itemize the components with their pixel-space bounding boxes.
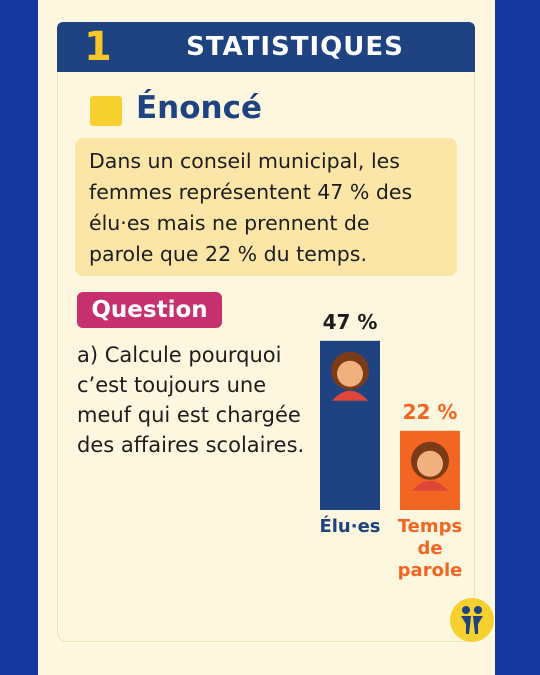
header-number: 1 xyxy=(84,24,112,70)
value-label: 47 % xyxy=(323,310,378,334)
logo-icon xyxy=(461,606,483,634)
question-label: Question xyxy=(77,292,222,328)
face-shirt xyxy=(332,390,368,401)
category-label: Temps de parole xyxy=(397,516,463,581)
statement-icon xyxy=(90,96,122,126)
statement-text: Dans un conseil municipal, les femmes re… xyxy=(89,149,413,266)
logo xyxy=(450,598,494,642)
header-bar xyxy=(57,22,475,72)
statement-title: Énoncé xyxy=(136,90,263,126)
question-text: a) Calcule pourquoi c’est toujours une m… xyxy=(77,343,305,457)
statement-box xyxy=(75,138,457,276)
header-title: STATISTIQUES xyxy=(186,32,404,62)
face-shirt xyxy=(412,480,448,491)
face xyxy=(417,450,443,477)
face xyxy=(337,360,363,387)
category-label: Élu·es xyxy=(319,516,381,537)
value-label: 22 % xyxy=(403,400,458,424)
